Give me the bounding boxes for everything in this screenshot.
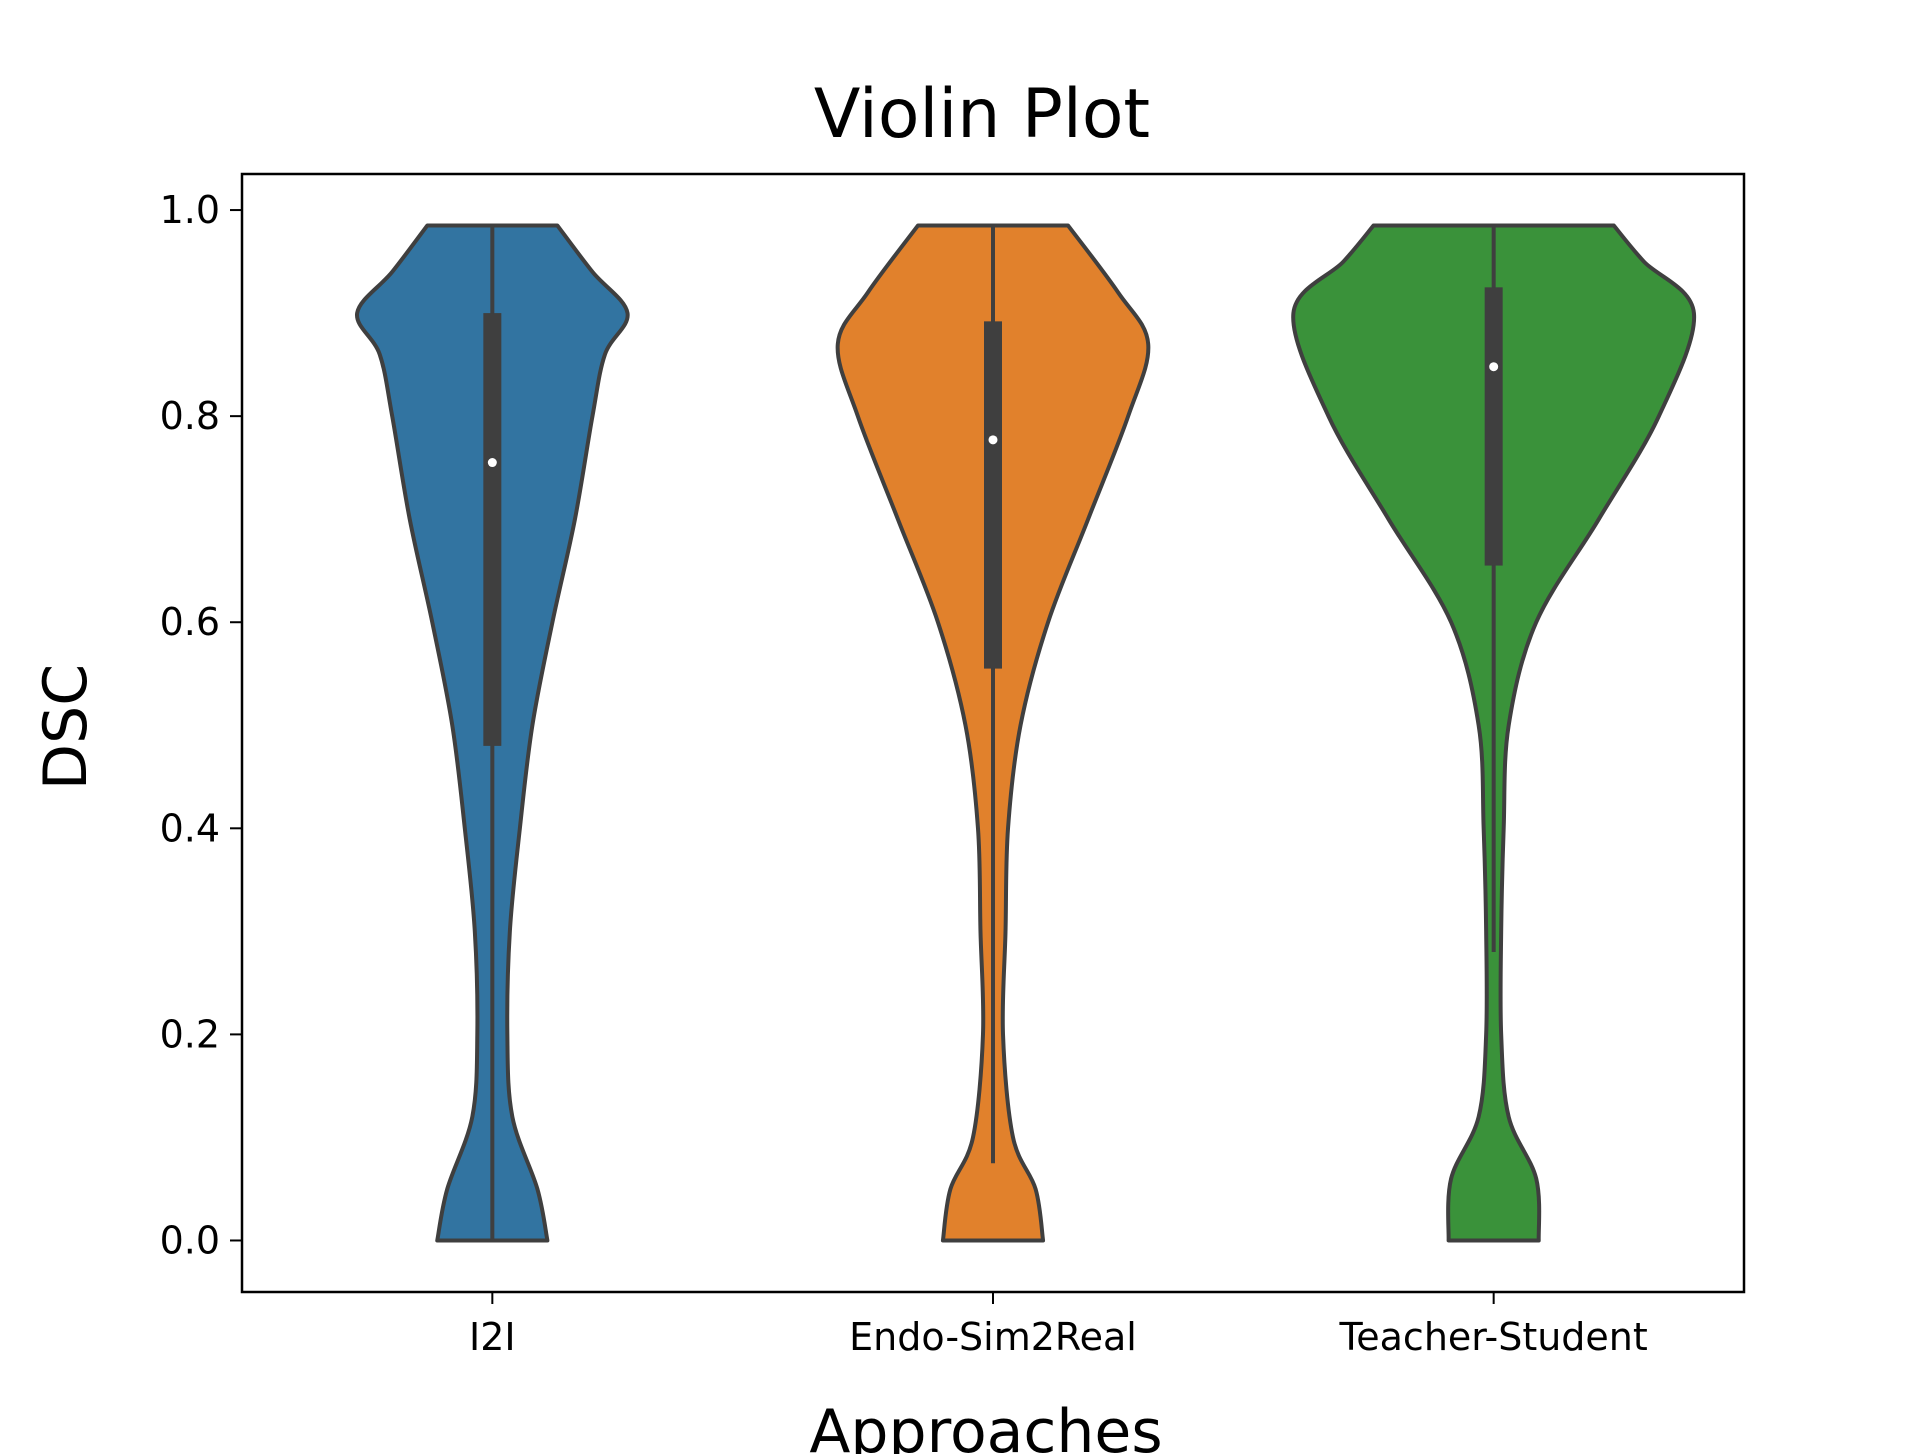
median-point xyxy=(487,458,497,468)
iqr-box xyxy=(483,313,502,746)
x-axis: I2I Endo-Sim2Real Teacher-Student xyxy=(469,1292,1648,1359)
median-point xyxy=(1489,362,1499,372)
y-tick-label: 0.4 xyxy=(160,806,220,850)
violin-teacher-student xyxy=(1291,223,1697,1243)
y-axis-label: DSC xyxy=(31,664,101,790)
y-axis: 0.0 0.2 0.4 0.6 0.8 1.0 xyxy=(160,188,242,1262)
x-axis-label: Approaches xyxy=(809,1397,1162,1454)
y-tick-label: 0.0 xyxy=(160,1218,220,1262)
x-tick-label: Teacher-Student xyxy=(1339,1315,1648,1359)
y-tick-label: 0.6 xyxy=(160,600,220,644)
x-tick-label: I2I xyxy=(469,1315,516,1359)
y-tick-label: 0.2 xyxy=(160,1012,220,1056)
iqr-box xyxy=(1484,287,1503,566)
median-point xyxy=(988,435,998,445)
violins-group xyxy=(355,223,1697,1243)
x-tick-label: Endo-Sim2Real xyxy=(849,1315,1137,1359)
y-tick-label: 1.0 xyxy=(160,188,220,232)
violin-i2i xyxy=(355,223,630,1243)
iqr-box xyxy=(984,321,1002,669)
y-tick-label: 0.8 xyxy=(160,394,220,438)
chart-title: Violin Plot xyxy=(814,75,1150,154)
violin-endo-sim2real xyxy=(835,223,1151,1243)
